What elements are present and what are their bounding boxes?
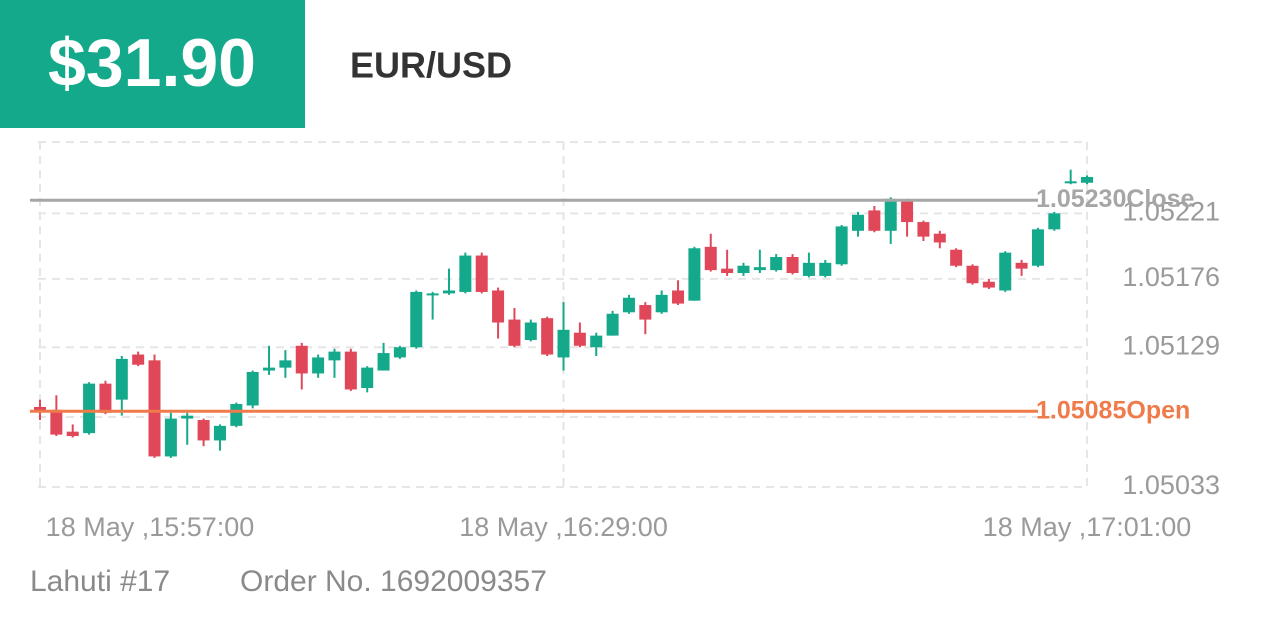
candle-body bbox=[1015, 262, 1028, 269]
y-tick-label: 1.05221 bbox=[1122, 196, 1220, 226]
candle-body bbox=[982, 281, 995, 288]
candle-body bbox=[950, 249, 963, 266]
candle-body bbox=[802, 262, 815, 276]
candle-body bbox=[1048, 213, 1061, 230]
candle-body bbox=[557, 329, 570, 358]
candle-body bbox=[230, 404, 243, 426]
candle-body bbox=[213, 425, 226, 441]
candle-body bbox=[1064, 181, 1077, 184]
level-value: 1.05230 bbox=[1036, 185, 1126, 213]
level-name: Open bbox=[1126, 396, 1190, 424]
x-tick-label: 18 May ,16:29:00 bbox=[459, 512, 668, 542]
candle-body bbox=[426, 293, 439, 296]
candle-body bbox=[639, 305, 652, 320]
candle-body bbox=[115, 358, 128, 400]
candle-body bbox=[492, 290, 505, 323]
profit: $31.90 bbox=[48, 25, 256, 101]
candle-body bbox=[573, 332, 586, 346]
candle-body bbox=[344, 351, 357, 390]
candle-body bbox=[884, 198, 897, 231]
candle-body bbox=[835, 226, 848, 265]
candle-body bbox=[164, 418, 177, 457]
candle-body bbox=[524, 322, 537, 340]
level-name: Close bbox=[1126, 185, 1194, 213]
candle-body bbox=[917, 222, 930, 237]
candle-body bbox=[852, 214, 864, 231]
candle-body bbox=[83, 383, 96, 434]
candle-body bbox=[901, 200, 914, 223]
candle-body bbox=[295, 345, 308, 374]
level-label: 1.05230Close bbox=[1036, 185, 1195, 213]
candle-body bbox=[688, 248, 701, 301]
candle-body bbox=[737, 265, 750, 274]
candle-body bbox=[770, 257, 783, 271]
y-tick-label: 1.05129 bbox=[1122, 330, 1220, 360]
candle-body bbox=[933, 233, 946, 243]
candle-body bbox=[312, 357, 325, 374]
symbol: EUR/USD bbox=[350, 45, 512, 86]
candle-body bbox=[868, 210, 881, 231]
candle-body bbox=[999, 252, 1012, 291]
candle-body bbox=[622, 297, 635, 313]
candle-body bbox=[475, 255, 488, 292]
profit-badge bbox=[0, 0, 305, 128]
candle-body bbox=[1031, 229, 1044, 266]
x-tick-label: 18 May ,17:01:00 bbox=[983, 512, 1192, 542]
candle-body bbox=[132, 354, 145, 365]
candle-body bbox=[377, 353, 390, 371]
candle-body bbox=[34, 406, 46, 412]
candle-body bbox=[786, 257, 799, 274]
y-tick-label: 1.05033 bbox=[1122, 470, 1220, 500]
order-number: Order No. 1692009357 bbox=[240, 565, 547, 598]
candle-body bbox=[263, 367, 276, 371]
candle-body bbox=[50, 409, 63, 435]
candle-body bbox=[279, 360, 292, 368]
candle-body bbox=[1081, 176, 1094, 183]
x-tick-label: 18 May ,15:57:00 bbox=[46, 512, 255, 542]
candle-body bbox=[361, 367, 374, 389]
candle-body bbox=[819, 262, 832, 276]
candle-body bbox=[328, 351, 341, 361]
level-value: 1.05085 bbox=[1036, 396, 1126, 424]
candle-body bbox=[721, 268, 734, 274]
candle-body bbox=[459, 255, 472, 292]
candle-body bbox=[443, 290, 455, 294]
candle-body bbox=[66, 431, 79, 437]
candle-body bbox=[704, 246, 717, 271]
candle-body bbox=[606, 313, 619, 336]
candle-body bbox=[393, 347, 406, 358]
account: Lahuti #17 bbox=[30, 565, 170, 598]
candle-body bbox=[148, 360, 161, 457]
candle-body bbox=[197, 420, 210, 441]
candle-body bbox=[966, 265, 979, 284]
candle-body bbox=[508, 319, 521, 346]
candle-body bbox=[655, 294, 668, 313]
candle-body bbox=[753, 267, 766, 271]
level-label: 1.05085Open bbox=[1036, 396, 1190, 424]
plot: 1.05033 1.05129 1.05176 1.05221 18 May ,15:5… bbox=[30, 142, 1220, 542]
candle-body bbox=[246, 372, 259, 406]
candle-body bbox=[541, 318, 554, 355]
candle-body bbox=[590, 335, 603, 348]
candle-body bbox=[181, 415, 194, 419]
candle-body bbox=[672, 290, 685, 304]
candle-body bbox=[410, 291, 423, 348]
y-tick-label: 1.05176 bbox=[1122, 262, 1220, 292]
candle-body bbox=[99, 383, 112, 413]
